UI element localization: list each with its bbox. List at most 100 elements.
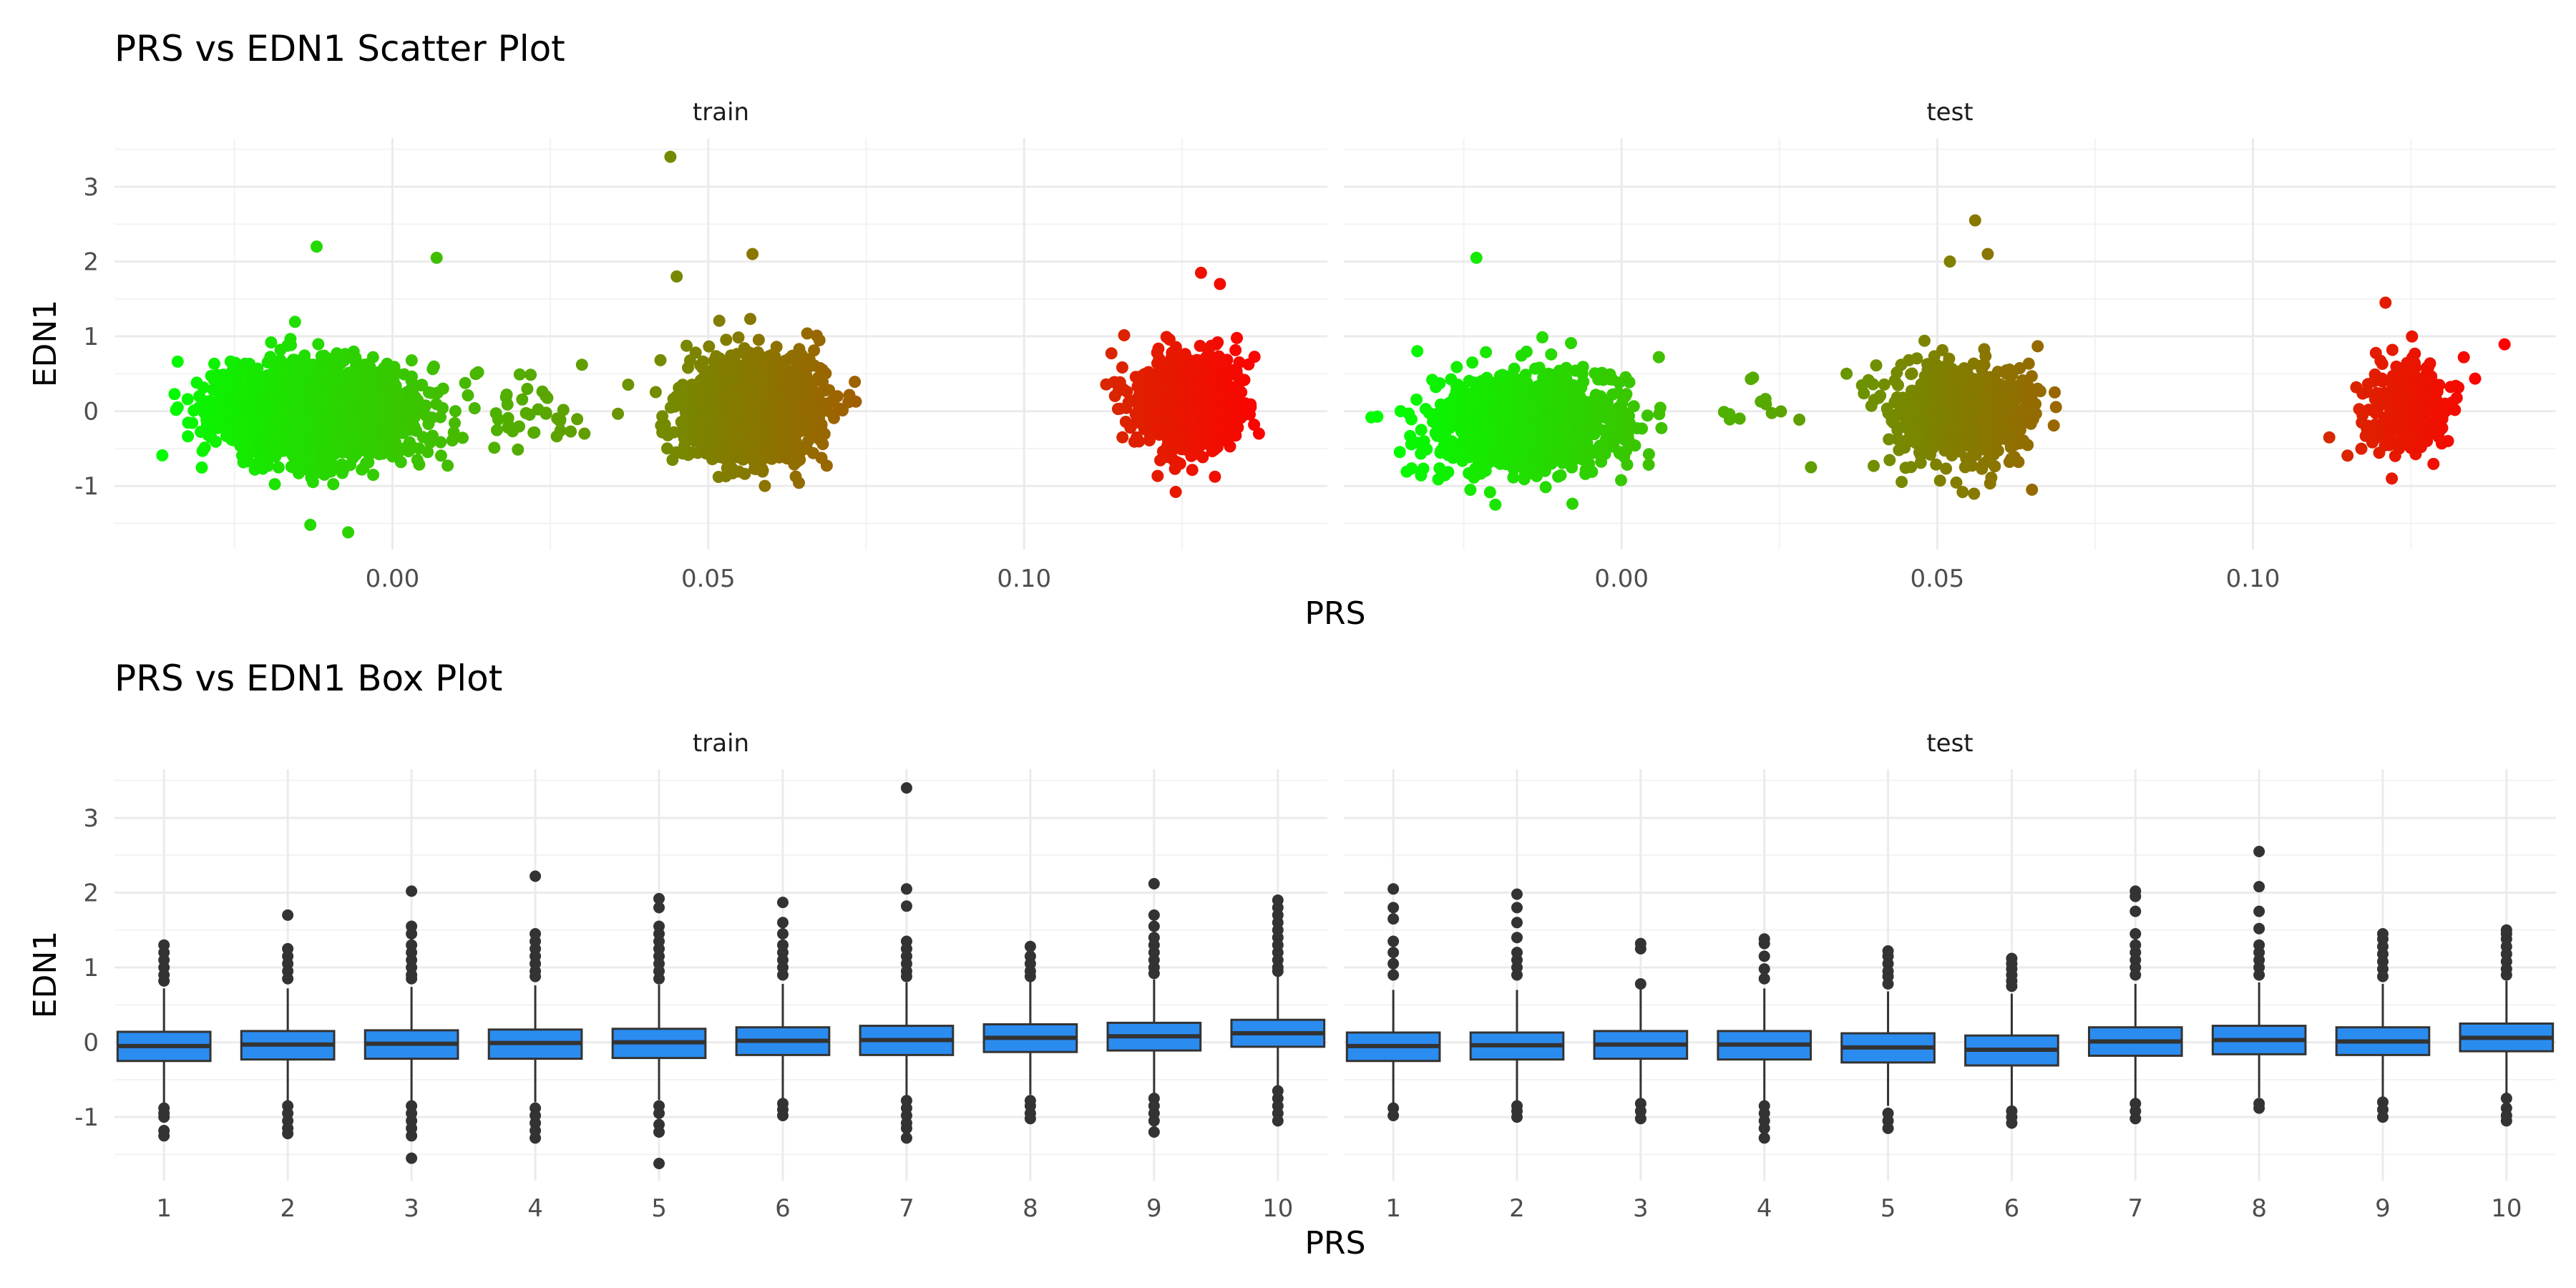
scatter-point bbox=[414, 379, 427, 391]
scatter-point bbox=[744, 313, 756, 326]
scatter-point bbox=[1209, 356, 1221, 369]
scatter-point bbox=[434, 449, 447, 462]
y-tick-label: 2 bbox=[83, 248, 99, 277]
scatter-point bbox=[1194, 419, 1207, 431]
scatter-point bbox=[516, 393, 529, 406]
scatter-point bbox=[488, 441, 501, 454]
scatter-point bbox=[387, 384, 400, 396]
scatter-point bbox=[366, 429, 379, 442]
scatter-point bbox=[703, 437, 716, 450]
scatter-point bbox=[357, 374, 370, 386]
scatter-point bbox=[723, 387, 735, 400]
scatter-point bbox=[272, 461, 285, 474]
scatter-point bbox=[801, 327, 814, 340]
scatter-point bbox=[362, 456, 375, 469]
y-tick-label: 3 bbox=[83, 173, 99, 202]
scatter-point bbox=[268, 426, 281, 439]
scatter-point bbox=[421, 446, 434, 459]
scatter-point bbox=[1226, 397, 1239, 410]
scatter-point bbox=[202, 424, 215, 437]
y-tick-label: -1 bbox=[74, 472, 99, 501]
scatter-point bbox=[1641, 409, 1654, 422]
scatter-point bbox=[720, 333, 733, 346]
scatter-point bbox=[1118, 329, 1131, 341]
scatter-point bbox=[425, 386, 438, 399]
scatter-point bbox=[656, 410, 669, 423]
scatter-point bbox=[649, 386, 662, 399]
scatter-point bbox=[746, 368, 759, 380]
scatter-point bbox=[532, 403, 545, 416]
scatter-point bbox=[293, 440, 306, 453]
scatter-point bbox=[246, 372, 259, 385]
scatter-point bbox=[622, 379, 635, 391]
scatter-point bbox=[237, 424, 249, 436]
scatter-point bbox=[462, 389, 474, 401]
scatter-point bbox=[525, 369, 537, 381]
scatter-point bbox=[1393, 446, 1406, 459]
scatter-point bbox=[1194, 429, 1207, 441]
scatter-point bbox=[305, 472, 318, 484]
scatter-point bbox=[1169, 486, 1182, 498]
scatter-point bbox=[224, 355, 237, 368]
scatter-point bbox=[814, 434, 826, 446]
scatter-point bbox=[1149, 368, 1162, 381]
scatter-point bbox=[238, 433, 250, 446]
scatter-point bbox=[751, 424, 764, 436]
scatter-point bbox=[716, 416, 728, 429]
scatter-point bbox=[285, 338, 297, 351]
scatter-point bbox=[1172, 383, 1185, 396]
scatter-point bbox=[1219, 413, 1232, 426]
scatter-point bbox=[791, 389, 804, 401]
scatter-point bbox=[769, 384, 781, 397]
scatter-point bbox=[1136, 400, 1148, 413]
scatter-point bbox=[217, 396, 230, 408]
scatter-point bbox=[1185, 449, 1198, 462]
scatter-point bbox=[1198, 392, 1210, 405]
scatter-point bbox=[720, 405, 733, 418]
scatter-point bbox=[427, 360, 440, 373]
scatter-point bbox=[1210, 338, 1223, 351]
scatter-point bbox=[1212, 421, 1225, 434]
scatter-point bbox=[274, 343, 287, 356]
scatter-point bbox=[335, 428, 348, 441]
scatter-point bbox=[1220, 373, 1233, 386]
scatter-point bbox=[469, 368, 482, 381]
scatter-point bbox=[1124, 421, 1137, 434]
scatter-point bbox=[816, 364, 829, 376]
scatter-point bbox=[738, 342, 751, 355]
scatter-point bbox=[200, 400, 213, 413]
scatter-point bbox=[385, 409, 398, 421]
scatter-point bbox=[182, 430, 195, 443]
scatter-point bbox=[527, 426, 540, 439]
scatter-point bbox=[1207, 401, 1220, 414]
scatter-point bbox=[389, 436, 402, 449]
scatter-point bbox=[723, 356, 736, 369]
scatter-point bbox=[394, 416, 406, 429]
scatter-point bbox=[430, 251, 443, 264]
scatter-point bbox=[1566, 497, 1579, 510]
scatter-point bbox=[751, 444, 763, 457]
scatter-point bbox=[521, 383, 534, 395]
scatter-point bbox=[273, 413, 286, 425]
scatter-point bbox=[768, 358, 781, 371]
scatter-point bbox=[405, 354, 418, 367]
scatter-point bbox=[339, 418, 351, 431]
scatter-point bbox=[670, 446, 683, 459]
scatter-point bbox=[1178, 403, 1191, 416]
scatter-point bbox=[1239, 397, 1252, 410]
scatter-point bbox=[228, 405, 240, 418]
scatter-point bbox=[513, 368, 526, 381]
scatter-point bbox=[1108, 390, 1121, 402]
scatter-point bbox=[692, 426, 705, 439]
scatter-point bbox=[703, 340, 716, 353]
scatter-point bbox=[326, 396, 338, 409]
scatter-point bbox=[813, 374, 826, 386]
scatter-point bbox=[350, 448, 363, 461]
scatter-point bbox=[416, 406, 429, 419]
scatter-point bbox=[1214, 278, 1226, 291]
scatter-point bbox=[1231, 331, 1243, 344]
scatter-point bbox=[387, 374, 400, 387]
scatter-point bbox=[336, 385, 349, 398]
